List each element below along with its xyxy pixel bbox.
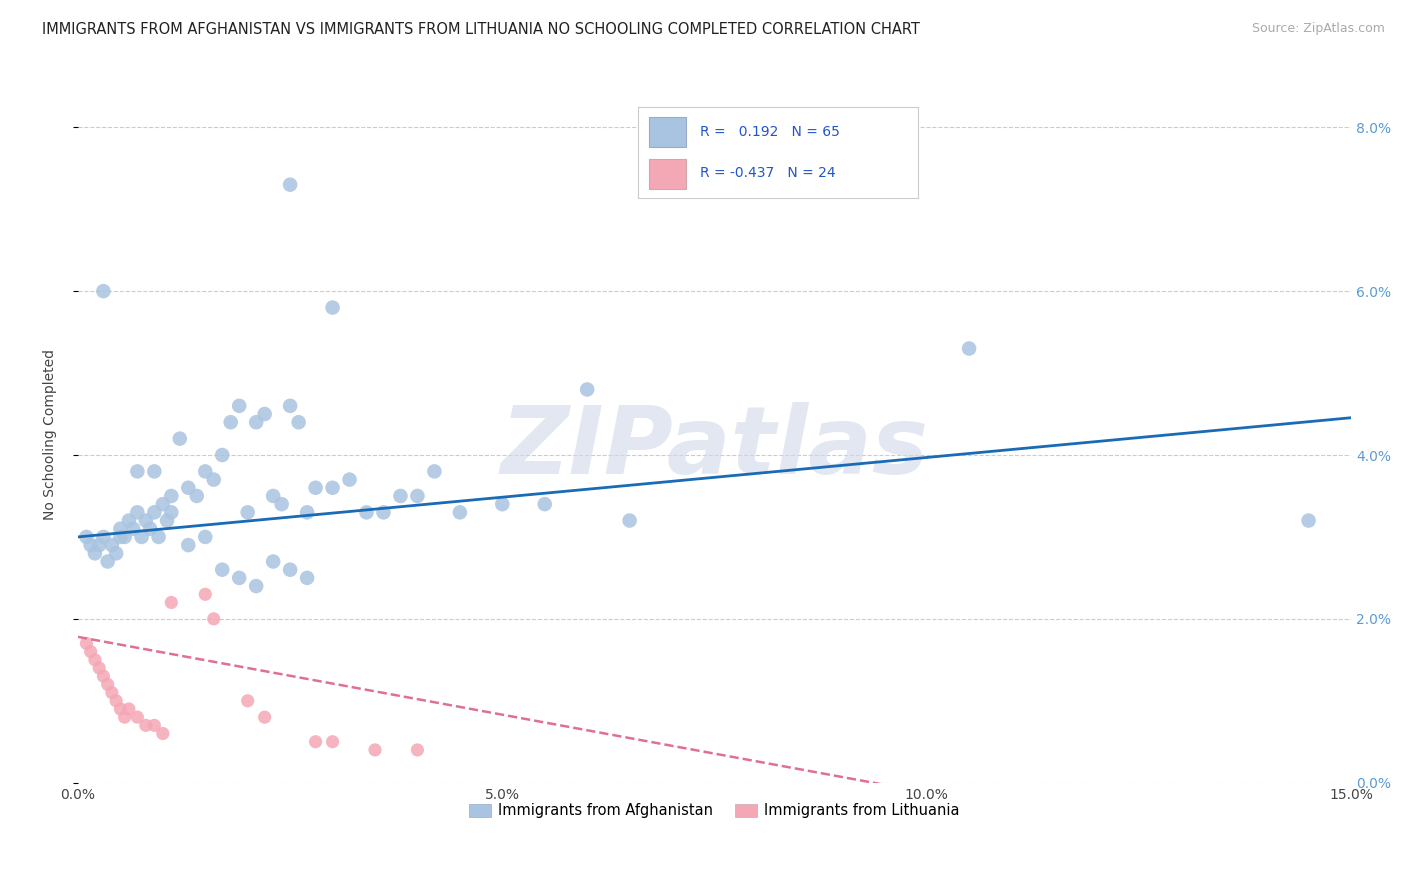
Point — [169, 432, 191, 446]
Point — [97, 554, 120, 568]
Point — [122, 522, 145, 536]
Point — [101, 538, 124, 552]
Point — [202, 473, 225, 487]
Text: Source: ZipAtlas.com: Source: ZipAtlas.com — [1251, 22, 1385, 36]
Point — [270, 497, 292, 511]
Point — [93, 530, 115, 544]
Text: ZIPatlas: ZIPatlas — [501, 402, 928, 494]
Point — [295, 571, 318, 585]
Point — [304, 735, 326, 749]
Point — [278, 399, 301, 413]
Point — [211, 448, 233, 462]
Point — [75, 530, 97, 544]
Point — [127, 505, 149, 519]
Point — [93, 669, 115, 683]
Point — [245, 415, 267, 429]
Point — [143, 718, 166, 732]
Point — [533, 497, 555, 511]
Point — [127, 710, 149, 724]
Point — [339, 473, 361, 487]
Point — [110, 702, 132, 716]
Point — [135, 718, 157, 732]
Point — [356, 505, 378, 519]
Point — [202, 612, 225, 626]
Point — [228, 571, 250, 585]
Point — [262, 489, 284, 503]
Point — [79, 645, 101, 659]
Point — [449, 505, 471, 519]
Point — [304, 481, 326, 495]
Point — [295, 505, 318, 519]
Point — [278, 178, 301, 192]
Point — [114, 530, 136, 544]
Point — [131, 530, 153, 544]
Point — [236, 505, 259, 519]
Point — [152, 726, 174, 740]
Point — [75, 636, 97, 650]
Point — [143, 505, 166, 519]
Point — [253, 710, 276, 724]
Point — [186, 489, 208, 503]
Point — [619, 514, 641, 528]
Point — [322, 735, 344, 749]
Point — [253, 407, 276, 421]
Point — [278, 563, 301, 577]
Point — [93, 284, 115, 298]
Point — [287, 415, 309, 429]
Point — [1298, 514, 1320, 528]
Point — [211, 563, 233, 577]
Point — [406, 743, 429, 757]
Point — [322, 481, 344, 495]
Point — [194, 530, 217, 544]
Point — [957, 342, 980, 356]
Point — [89, 661, 111, 675]
Point — [219, 415, 242, 429]
Point — [423, 464, 446, 478]
Point — [160, 489, 183, 503]
Text: IMMIGRANTS FROM AFGHANISTAN VS IMMIGRANTS FROM LITHUANIA NO SCHOOLING COMPLETED : IMMIGRANTS FROM AFGHANISTAN VS IMMIGRANT… — [42, 22, 920, 37]
Point — [148, 530, 170, 544]
Point — [262, 554, 284, 568]
Point — [160, 505, 183, 519]
Point — [118, 514, 141, 528]
Y-axis label: No Schooling Completed: No Schooling Completed — [44, 349, 58, 520]
Legend: Immigrants from Afghanistan, Immigrants from Lithuania: Immigrants from Afghanistan, Immigrants … — [464, 797, 966, 824]
Point — [156, 514, 179, 528]
Point — [576, 383, 599, 397]
Point — [228, 399, 250, 413]
Point — [110, 530, 132, 544]
Point — [89, 538, 111, 552]
Point — [160, 595, 183, 609]
Point — [110, 522, 132, 536]
Point — [97, 677, 120, 691]
Point — [79, 538, 101, 552]
Point — [114, 710, 136, 724]
Point — [84, 653, 107, 667]
Point — [491, 497, 513, 511]
Point — [127, 464, 149, 478]
Point — [373, 505, 395, 519]
Point — [105, 546, 128, 560]
Point — [84, 546, 107, 560]
Point — [406, 489, 429, 503]
Point — [245, 579, 267, 593]
Point — [194, 587, 217, 601]
Point — [101, 685, 124, 699]
Point — [236, 694, 259, 708]
Point — [364, 743, 387, 757]
Point — [177, 481, 200, 495]
Point — [143, 464, 166, 478]
Point — [139, 522, 162, 536]
Point — [135, 514, 157, 528]
Point — [389, 489, 412, 503]
Point — [152, 497, 174, 511]
Point — [322, 301, 344, 315]
Point — [177, 538, 200, 552]
Point — [105, 694, 128, 708]
Point — [118, 702, 141, 716]
Point — [194, 464, 217, 478]
